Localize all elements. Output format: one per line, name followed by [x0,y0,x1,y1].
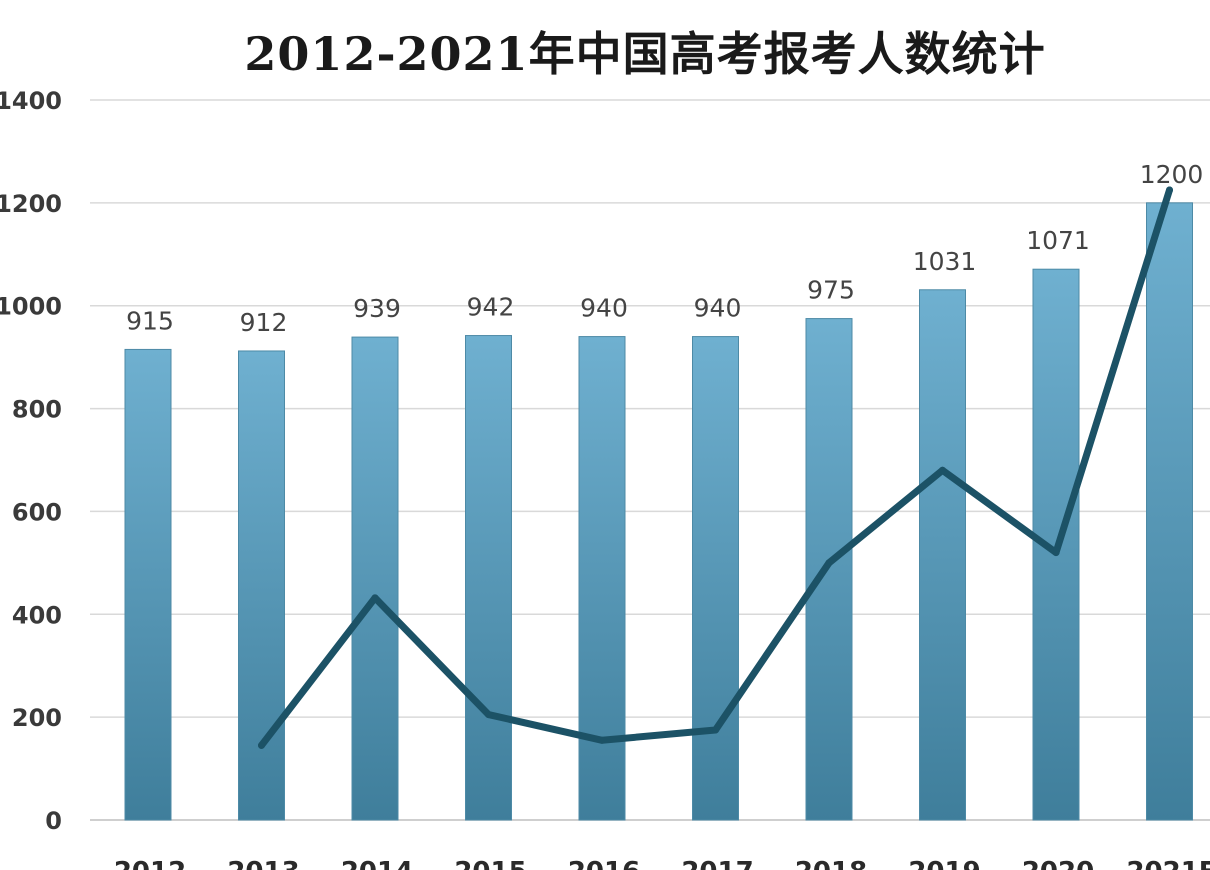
y-tick-label: 400 [12,601,62,629]
x-tick-label: 2019 [908,857,980,870]
y-tick-label: 0 [45,807,62,835]
line-point [598,736,606,744]
bar-data-label: 940 [694,294,742,323]
bar [465,335,512,821]
bar [805,318,853,821]
line-point [1166,186,1173,194]
bar-data-label: 942 [467,293,515,322]
bar-data-label: 1071 [1026,226,1090,255]
bar [351,336,399,821]
bar [692,336,739,821]
line-point [258,741,265,749]
line-point [939,466,946,474]
bar-data-label: 1200 [1140,160,1204,189]
y-tick-label: 1000 [0,293,62,321]
x-tick-label: 2017 [681,857,753,870]
bar [238,350,285,821]
bar [919,289,966,821]
bar-data-label: 939 [353,294,401,323]
y-tick-label: 1400 [0,87,62,115]
line-point [1052,549,1060,557]
line-point [371,594,379,602]
bar-data-label: 940 [580,294,628,323]
bar-data-label: 912 [240,308,288,337]
y-tick-label: 800 [12,396,62,424]
bar-data-label: 975 [807,276,855,305]
x-tick-label: 2014 [341,857,413,870]
bar-data-label: 1031 [913,247,977,276]
x-tick-label: 2021F [1126,857,1210,870]
y-tick-label: 600 [12,498,62,526]
x-tick-label: 2020 [1022,857,1094,870]
x-tick-label: 2012 [114,857,186,870]
line-point [485,711,492,719]
x-tick-label: 2015 [454,857,526,870]
bar [578,336,626,821]
line-point [712,726,719,734]
x-tick-label: 2016 [568,857,640,870]
x-tick-label: 2018 [795,857,867,870]
bar [1146,202,1193,821]
bar [124,348,172,821]
line-point [825,559,833,567]
x-tick-label: 2013 [227,857,299,870]
y-tick-label: 1200 [0,190,62,218]
chart-title: 2012-2021年中国高考报考人数统计 [244,27,1046,81]
y-tick-label: 200 [12,704,62,732]
bar-data-label: 915 [126,306,174,335]
